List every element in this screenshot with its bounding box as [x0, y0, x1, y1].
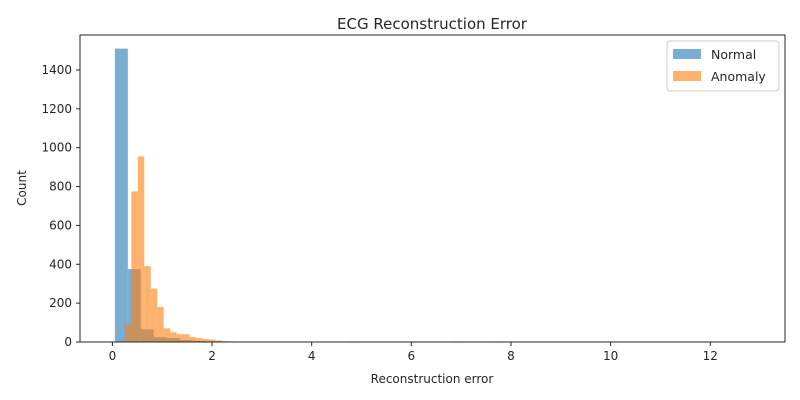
bar-anomaly-9 — [183, 334, 190, 342]
y-axis: 0 200 400 600 800 1000 1200 1400 — [41, 63, 80, 349]
x-axis-label: Reconstruction error — [371, 372, 494, 386]
y-tick-label-0: 0 — [64, 335, 72, 349]
y-tick-label-1200: 1200 — [41, 102, 72, 116]
bar-anomaly-4 — [150, 288, 158, 342]
x-tick-label-6: 6 — [408, 349, 416, 363]
bar-anomaly-10 — [189, 337, 197, 342]
bar-anomaly-13 — [209, 339, 216, 342]
x-axis: 0 2 4 6 8 10 12 — [109, 342, 718, 363]
bar-anomaly-1 — [131, 191, 138, 342]
x-tick-label-12: 12 — [703, 349, 718, 363]
y-tick-label-400: 400 — [49, 257, 72, 271]
y-tick-label-1400: 1400 — [41, 63, 72, 77]
legend: Normal Anomaly — [666, 40, 780, 92]
legend-label-normal: Normal — [711, 47, 756, 62]
legend-swatch-anomaly — [673, 71, 701, 81]
plot-frame — [79, 34, 786, 343]
bar-anomaly-7 — [170, 332, 177, 342]
x-tick-label-0: 0 — [109, 349, 117, 363]
bar-anomaly-2 — [137, 156, 145, 342]
x-tick-label-4: 4 — [308, 349, 316, 363]
bar-anomaly-12 — [202, 339, 210, 342]
y-tick-label-1000: 1000 — [41, 141, 72, 155]
legend-swatch-normal — [673, 49, 701, 59]
y-tick-label-800: 800 — [49, 180, 72, 194]
y-tick-label-600: 600 — [49, 218, 72, 232]
y-tick-label-200: 200 — [49, 296, 72, 310]
x-tick-label-10: 10 — [603, 349, 618, 363]
bar-anomaly-14 — [215, 340, 222, 342]
bar-anomaly-3 — [144, 266, 151, 342]
bar-normal-0 — [114, 48, 128, 342]
bar-anomaly-11 — [196, 338, 203, 342]
legend-label-anomaly: Anomaly — [711, 69, 766, 84]
chart-title: ECG Reconstruction Error — [337, 15, 528, 33]
bar-anomaly-5 — [157, 307, 164, 342]
x-tick-label-8: 8 — [507, 349, 515, 363]
bar-anomaly-6 — [163, 328, 171, 342]
x-tick-label-2: 2 — [208, 349, 216, 363]
y-axis-label: Count — [15, 170, 29, 206]
bar-anomaly-0 — [124, 324, 132, 342]
bar-anomaly-8 — [176, 334, 184, 342]
